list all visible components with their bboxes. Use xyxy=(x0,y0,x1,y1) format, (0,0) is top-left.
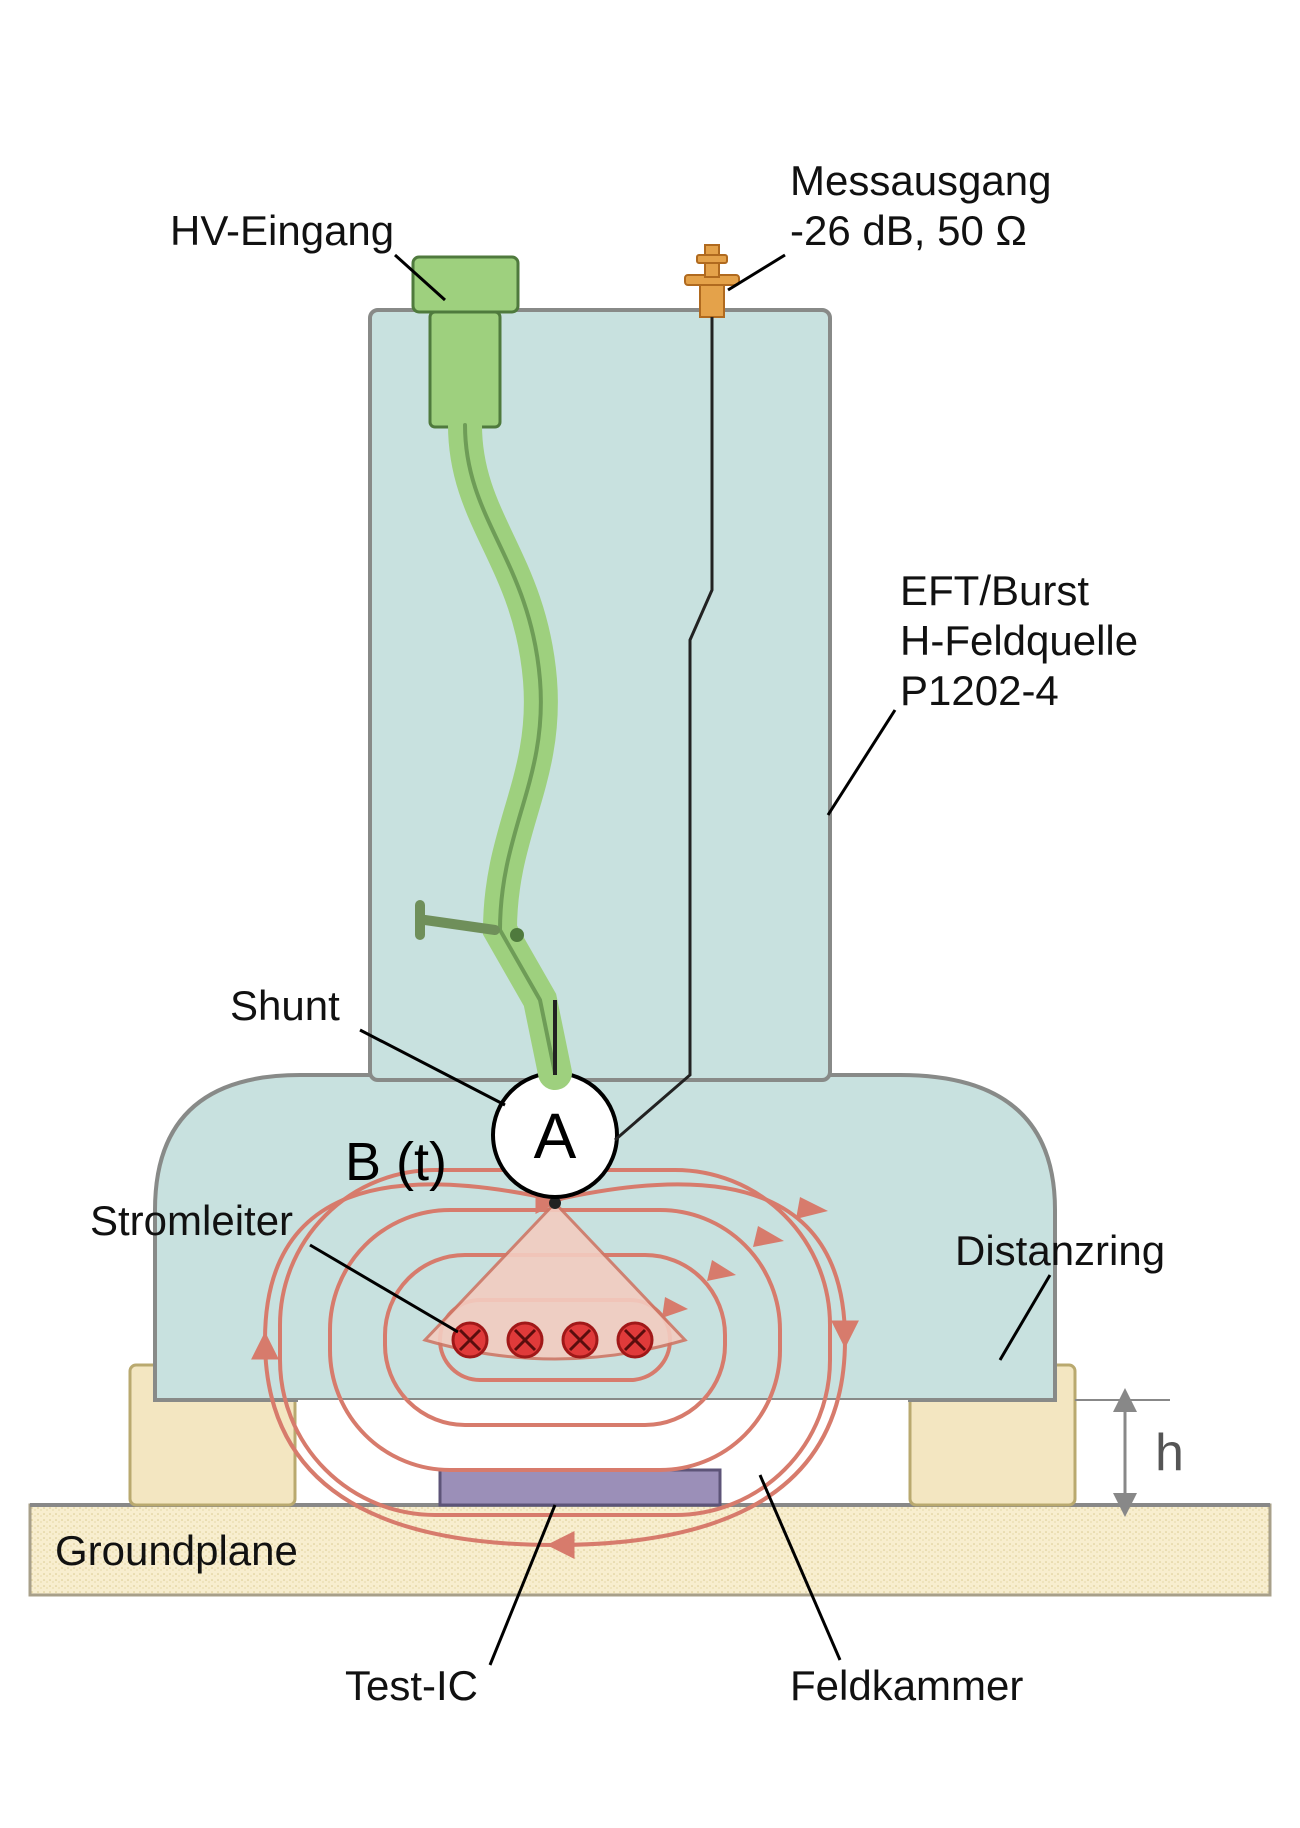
label-stromleiter: Stromleiter xyxy=(90,1197,293,1244)
label-h: h xyxy=(1155,1424,1184,1482)
label-messausgang-l1: Messausgang xyxy=(790,157,1052,204)
leader-meas xyxy=(728,255,785,290)
label-feldkammer: Feldkammer xyxy=(790,1662,1023,1709)
conductor-1 xyxy=(453,1323,487,1357)
conductor-4 xyxy=(618,1323,652,1357)
b-of-t-label: B (t) xyxy=(345,1132,447,1192)
conductor-2 xyxy=(508,1323,542,1357)
shunt-letter: A xyxy=(534,1100,577,1172)
label-groundplane: Groundplane xyxy=(55,1527,298,1574)
meas-connector xyxy=(685,245,739,317)
label-eft-l3: P1202-4 xyxy=(900,667,1059,714)
label-eft-l2: H-Feldquelle xyxy=(900,617,1138,664)
label-messausgang-l2: -26 dB, 50 Ω xyxy=(790,207,1027,254)
dimension-h: h xyxy=(1075,1400,1184,1505)
leader-eft xyxy=(828,710,895,815)
label-hv-eingang: HV-Eingang xyxy=(170,207,394,254)
label-distanzring: Distanzring xyxy=(955,1227,1165,1274)
label-eft-l1: EFT/Burst xyxy=(900,567,1089,614)
label-test-ic: Test-IC xyxy=(345,1662,478,1709)
test-ic xyxy=(440,1470,720,1505)
conductor-3 xyxy=(563,1323,597,1357)
label-shunt: Shunt xyxy=(230,982,340,1029)
